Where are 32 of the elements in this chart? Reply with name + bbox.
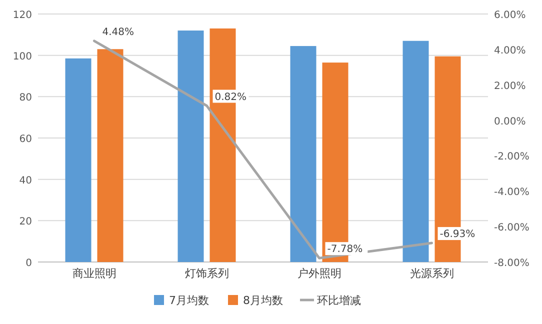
y-tick-label: 20 [19,216,32,228]
x-tick-label: 灯饰系列 [184,267,229,280]
bar [65,58,92,262]
y2-tick-label: -6.00% [494,222,530,234]
bar [178,30,204,262]
y-tick-label: 80 [19,92,32,104]
x-tick-label: 户外照明 [297,267,342,280]
y2-tick-label: 6.00% [494,10,526,21]
x-tick-label: 商业照明 [72,267,116,280]
y2-tick-label: 4.00% [494,45,526,56]
legend-label: 8月均数 [243,294,283,307]
y2-tick-label: -2.00% [494,152,530,163]
data-label: -7.78% [327,244,363,256]
y2-tick-label: 0.00% [494,116,526,128]
y-tick-label: 40 [19,175,32,186]
legend-label: 7月均数 [169,294,209,307]
bar [402,40,429,262]
line-series [93,40,433,260]
bar [97,49,124,262]
y-tick-label: 120 [12,10,32,21]
y2-tick-label: -8.00% [494,258,530,269]
bar [290,46,316,262]
y-tick-label: 0 [26,258,32,269]
y2-tick-label: -4.00% [494,187,530,198]
y-tick-label: 100 [12,51,32,62]
data-label: -6.93% [440,229,476,240]
legend-label: 环比增减 [317,294,361,307]
y2-tick-label: 2.00% [494,80,526,92]
data-label: 4.48% [102,26,134,38]
data-label: 0.82% [214,92,247,103]
x-tick-label: 光源系列 [410,267,454,280]
y-tick-label: 60 [19,134,32,145]
